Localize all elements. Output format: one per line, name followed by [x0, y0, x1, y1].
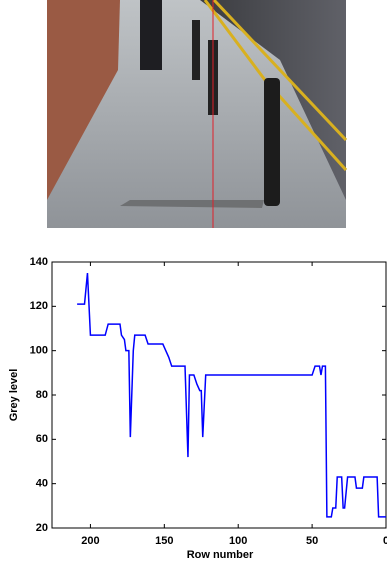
y-tick-label: 20: [36, 522, 48, 534]
x-tick-label: 100: [229, 535, 247, 547]
y-tick-label: 100: [30, 345, 48, 357]
bollard: [264, 78, 280, 206]
y-tick-label: 80: [36, 389, 48, 401]
page: Row number Grey level 20 40 60 80 100 120 140 2…: [0, 0, 387, 564]
pedestrian: [140, 0, 162, 70]
y-tick-label: 60: [36, 433, 48, 445]
y-tick-label: 120: [30, 300, 48, 312]
y-axis-label: Grey level: [8, 369, 20, 422]
y-tick-label: 140: [30, 256, 48, 268]
figure: Row number Grey level 20 40 60 80 100 120 140 2…: [0, 0, 387, 564]
x-tick-label: 150: [155, 535, 173, 547]
x-tick-label: 0: [383, 535, 387, 547]
photo: [47, 0, 346, 228]
x-tick-label: 200: [81, 535, 99, 547]
y-tick-label: 40: [36, 478, 48, 490]
plot-frame: [52, 262, 386, 528]
x-axis-label: Row number: [187, 549, 254, 561]
bollard: [192, 20, 200, 80]
x-tick-label: 50: [306, 535, 318, 547]
